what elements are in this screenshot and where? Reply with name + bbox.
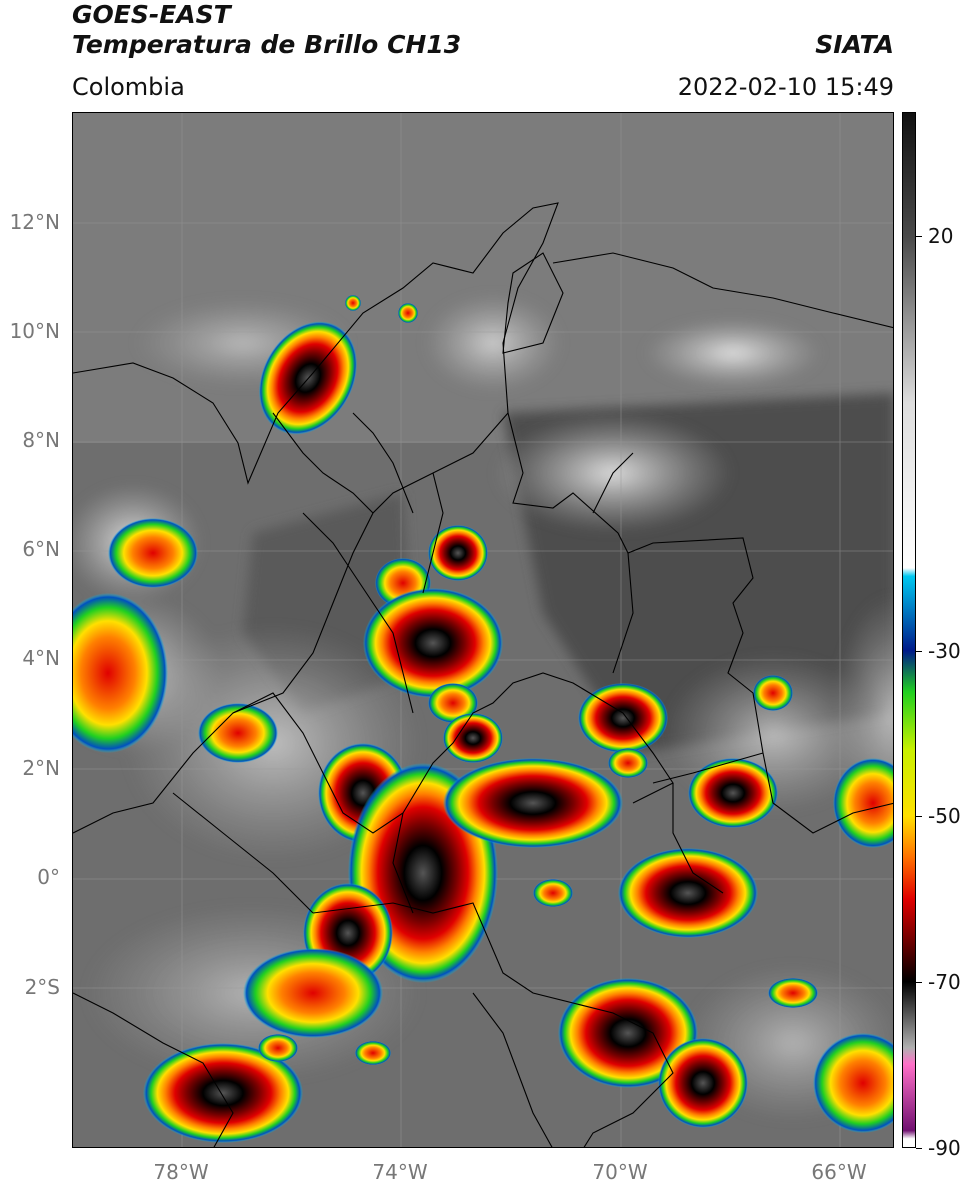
colorbar-label: -50 — [928, 804, 961, 829]
colorbar-label: -90 — [928, 1136, 961, 1160]
colorbar-label: -70 — [928, 970, 961, 995]
latitude-label: 10°N — [9, 319, 60, 343]
latitude-label: 4°N — [22, 646, 60, 670]
latitude-label: 8°N — [22, 428, 60, 452]
satellite-map — [72, 112, 894, 1148]
colorbar-tick — [916, 650, 922, 652]
grid-lines — [73, 113, 893, 1147]
longitude-label: 78°W — [153, 1160, 209, 1184]
colorbar-tick — [916, 816, 922, 818]
source-block: SIATA 2022-02-10 15:49 — [678, 30, 894, 102]
longitude-label: 66°W — [811, 1160, 867, 1184]
product-title: Temperatura de Brillo CH13 — [72, 30, 462, 59]
datetime-label: 2022-02-10 15:49 — [677, 73, 894, 101]
latitude-label: 2°S — [24, 975, 60, 999]
colorbar-tick — [916, 982, 922, 984]
longitude-label: 74°W — [372, 1160, 428, 1184]
title-block: GOES-EAST Temperatura de Brillo CH13 Col… — [72, 0, 461, 102]
colorbar-tick — [916, 236, 922, 238]
region-label: Colombia — [72, 73, 185, 101]
borders — [73, 202, 893, 1147]
colorbar-tick — [916, 1148, 922, 1149]
convective-cells — [73, 295, 893, 1143]
colorbar-label: -30 — [928, 638, 961, 663]
latitude-label: 0° — [37, 865, 60, 889]
satellite-title: GOES-EAST — [72, 0, 231, 29]
map-svg — [73, 113, 893, 1147]
longitude-label: 70°W — [592, 1160, 648, 1184]
colorbar-label: 20 — [928, 224, 954, 249]
latitude-label: 12°N — [9, 210, 60, 234]
latitude-label: 2°N — [22, 756, 60, 780]
colorbar — [902, 112, 916, 1148]
latitude-label: 6°N — [22, 537, 60, 561]
source-label: SIATA — [815, 30, 894, 59]
